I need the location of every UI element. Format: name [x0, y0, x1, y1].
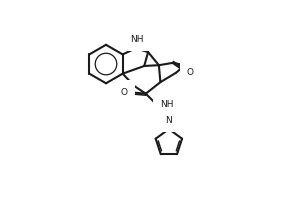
Text: O: O	[121, 88, 128, 97]
Text: NH: NH	[130, 35, 143, 44]
Text: NH: NH	[160, 100, 174, 109]
Text: O: O	[187, 68, 194, 77]
Text: N: N	[166, 116, 172, 125]
